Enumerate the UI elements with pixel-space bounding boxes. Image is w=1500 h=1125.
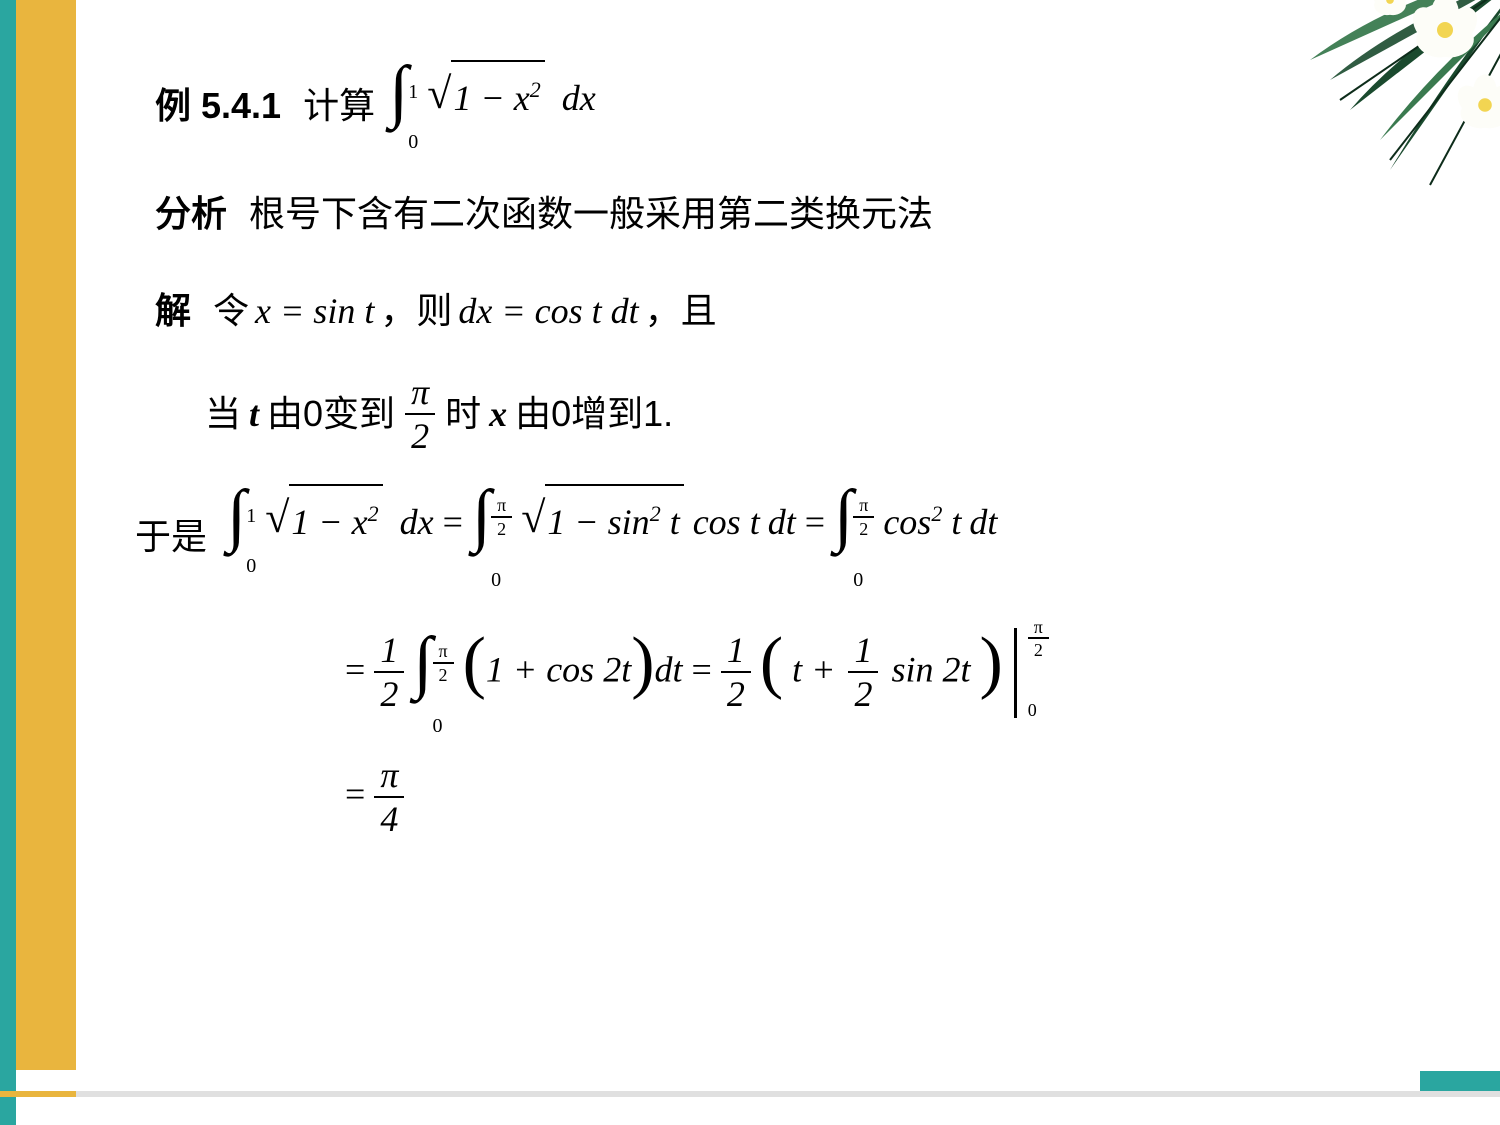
x-var: x <box>489 380 507 448</box>
example-prompt: 计算 <box>303 72 375 140</box>
bottom-border-left <box>0 1091 76 1097</box>
example-label: 例 5.4.1 <box>155 72 281 140</box>
let-prefix: 令 <box>213 277 249 345</box>
dx-eq: dx = cos t dt <box>458 277 638 345</box>
range-row: 当 t 由0变到 π2 时 x 由0增到1. <box>205 373 1395 456</box>
subst-eq: x = sin t <box>255 277 374 345</box>
solution-row-1: 解 令 x = sin t ，则 dx = cos t dt ，且 <box>155 277 1395 345</box>
and-text: ，且 <box>645 277 717 345</box>
t-var: t <box>249 380 259 448</box>
therefore-label: 于是 <box>135 503 207 571</box>
left-stripe-teal <box>0 0 16 1125</box>
example-integral: ∫10 √1 − x2 dx <box>389 60 596 152</box>
when-prefix: 当 <box>205 380 241 448</box>
bottom-right-accent <box>1420 1071 1500 1091</box>
therefore-row: 于是 ∫10 √1 − x2 dx = ∫π20 √1 − sin2 t cos… <box>135 484 1395 589</box>
pi-over-2: π2 <box>405 373 435 456</box>
solution-label: 解 <box>155 277 191 345</box>
slide-content: 例 5.4.1 计算 ∫10 √1 − x2 dx 分析 根号下含有二次函数一般… <box>155 60 1395 859</box>
derivation-line-1: ∫10 √1 − x2 dx = ∫π20 √1 − sin2 t cos td… <box>227 484 997 589</box>
analysis-text: 根号下含有二次函数一般采用第二类换元法 <box>249 180 933 248</box>
range-2: 时 <box>445 380 481 448</box>
derivation-line-2: = 12 ∫π20 (1 + cos 2t)dt = 12 ( t + 12 s… <box>345 618 1395 736</box>
analysis-row: 分析 根号下含有二次函数一般采用第二类换元法 <box>155 180 1395 248</box>
range-1: 由0变到 <box>267 380 395 448</box>
analysis-label: 分析 <box>155 180 227 248</box>
left-stripe-gold <box>16 0 76 1070</box>
example-title-row: 例 5.4.1 计算 ∫10 √1 − x2 dx <box>155 60 1395 152</box>
range-3: 由0增到1. <box>515 380 673 448</box>
bottom-border-right <box>76 1091 1500 1097</box>
then-text: ，则 <box>380 277 452 345</box>
derivation-line-3: = π4 <box>345 756 1395 839</box>
